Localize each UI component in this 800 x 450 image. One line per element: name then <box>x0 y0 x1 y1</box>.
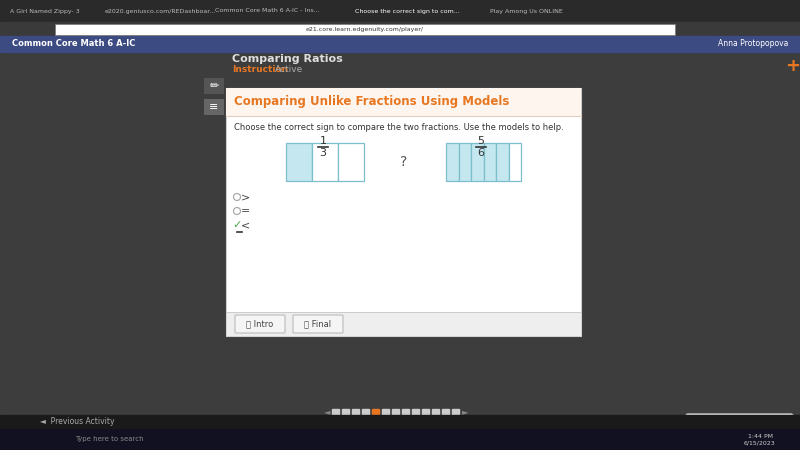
Text: 🔊 Intro: 🔊 Intro <box>246 320 274 328</box>
Bar <box>446 143 458 181</box>
FancyBboxPatch shape <box>686 414 793 440</box>
Bar <box>226 88 581 336</box>
Text: ►: ► <box>462 408 468 417</box>
Text: Choose the correct sign to com...: Choose the correct sign to com... <box>355 9 460 13</box>
Bar <box>351 409 358 415</box>
Bar <box>226 88 581 116</box>
Bar <box>451 409 458 415</box>
Text: 1:44 PM: 1:44 PM <box>747 435 773 440</box>
Bar <box>338 143 364 181</box>
Text: 1: 1 <box>319 136 326 146</box>
Bar <box>342 409 349 415</box>
Bar <box>55 23 675 35</box>
Bar <box>483 143 496 181</box>
FancyBboxPatch shape <box>235 315 285 333</box>
Text: ?: ? <box>400 155 408 169</box>
Text: Active: Active <box>275 64 303 73</box>
Text: 5: 5 <box>478 136 485 146</box>
Bar <box>0 415 800 428</box>
Text: ✓: ✓ <box>232 220 242 230</box>
Text: A Girl Named Zippy- 3: A Girl Named Zippy- 3 <box>10 9 80 13</box>
Bar <box>402 409 409 415</box>
Text: ≡: ≡ <box>210 102 218 112</box>
Text: Common Core Math 6 A-IC: Common Core Math 6 A-IC <box>12 40 135 49</box>
Text: =: = <box>242 206 250 216</box>
Bar <box>422 409 429 415</box>
Bar <box>471 143 483 181</box>
Text: 🔊 Final: 🔊 Final <box>305 320 331 328</box>
Text: Anna Protopopova: Anna Protopopova <box>718 40 788 49</box>
Text: Common Core Math 6 A-IC - Ins...: Common Core Math 6 A-IC - Ins... <box>215 9 320 13</box>
Text: Type here to search: Type here to search <box>75 436 144 442</box>
Text: 5 of 13: 5 of 13 <box>386 418 414 427</box>
Text: Comparing Unlike Fractions Using Models: Comparing Unlike Fractions Using Models <box>234 95 510 108</box>
Text: Play Among Us ONLINE: Play Among Us ONLINE <box>490 9 562 13</box>
Text: +: + <box>786 57 800 75</box>
Text: 6/15/2023: 6/15/2023 <box>744 441 776 446</box>
Bar <box>204 99 224 115</box>
Bar <box>286 143 312 181</box>
Text: 💬: 💬 <box>694 422 700 432</box>
Bar <box>382 409 389 415</box>
Text: Instruction: Instruction <box>232 64 288 73</box>
Bar <box>442 409 449 415</box>
Text: 6: 6 <box>478 148 485 158</box>
Bar <box>0 0 800 22</box>
Text: Comparing Ratios: Comparing Ratios <box>232 54 342 64</box>
Bar <box>509 143 521 181</box>
Bar <box>371 409 378 415</box>
Text: 3: 3 <box>319 148 326 158</box>
Bar <box>226 312 581 336</box>
Bar <box>0 22 800 36</box>
Bar <box>496 143 509 181</box>
FancyBboxPatch shape <box>293 315 343 333</box>
Bar <box>411 409 418 415</box>
Text: e2020.geniusco.com/REDashboar...: e2020.geniusco.com/REDashboar... <box>105 9 216 13</box>
Text: >: > <box>242 192 250 202</box>
Bar <box>431 409 438 415</box>
Text: ◄: ◄ <box>324 408 330 417</box>
Text: e21.core.learn.edgenuity.com/player/: e21.core.learn.edgenuity.com/player/ <box>306 27 424 32</box>
Text: ✏: ✏ <box>210 81 218 91</box>
Bar <box>362 409 369 415</box>
Text: <: < <box>242 220 250 230</box>
Text: ◄  Previous Activity: ◄ Previous Activity <box>40 417 114 426</box>
Bar <box>0 36 800 52</box>
Text: Chat with a Tutor: Chat with a Tutor <box>702 423 768 432</box>
Bar <box>331 409 338 415</box>
Bar <box>312 143 338 181</box>
Bar <box>0 428 800 450</box>
Text: Choose the correct sign to compare the two fractions. Use the models to help.: Choose the correct sign to compare the t… <box>234 123 564 132</box>
Bar <box>458 143 471 181</box>
Bar <box>391 409 398 415</box>
Bar <box>204 78 224 94</box>
